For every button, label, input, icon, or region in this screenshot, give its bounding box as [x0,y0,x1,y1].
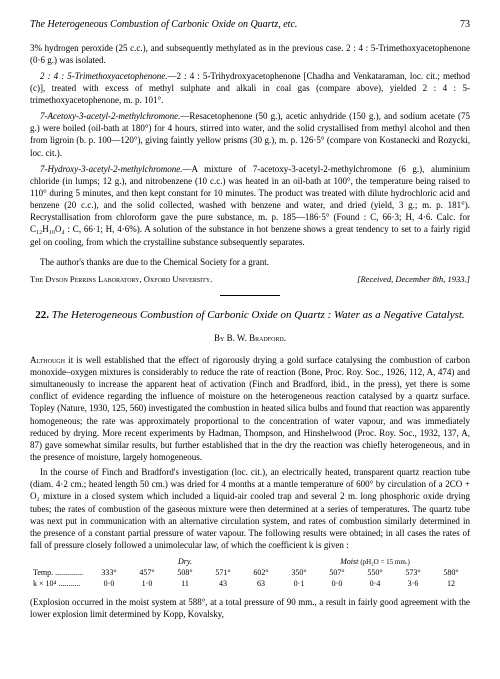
data-table: Dry. Moist (pH₂O = 15 mm.) Temp. .......… [30,557,470,589]
table-cell: 0·0 [318,579,356,590]
compound-para-2: 7-Acetoxy-3-acetyl-2-methylchromone.—Res… [30,110,470,159]
k-row: k × 10⁴ ........... 0·01·01143630·10·00·… [30,579,470,590]
table-cell: 507° [318,568,356,579]
compound-body-3: —A mixture of 7-acetoxy-3-acetyl-2-methy… [30,164,470,247]
compound-lead-2: 7-Acetoxy-3-acetyl-2-methylchromone. [40,111,180,121]
compound-lead-1: 2 : 4 : 5-Trimethoxyacetophenone. [40,71,168,81]
article-author: By B. W. Bradford. [30,332,470,344]
table-cell: 508° [166,568,204,579]
moist-header: Moist (pH₂O = 15 mm.) [280,557,470,568]
compound-para-3: 7-Hydroxy-3-acetyl-2-methylchromone.—A m… [30,163,470,248]
running-head: The Heterogeneous Combustion of Carbonic… [30,18,470,32]
article-title: 22. The Heterogeneous Combustion of Carb… [30,308,470,323]
firstword: Although [30,355,65,365]
page-number: 73 [460,18,470,32]
compound-lead-3: 7-Hydroxy-3-acetyl-2-methylchromone. [40,164,183,174]
table-cell: 3·6 [394,579,432,590]
running-title: The Heterogeneous Combustion of Carbonic… [30,18,297,32]
table-cell: 11 [166,579,204,590]
article-title-text: The Heterogeneous Combustion of Carbonic… [52,309,465,321]
p1-rest: it is well established that the effect o… [30,355,470,462]
compound-para-1: 2 : 4 : 5-Trimethoxyacetophenone.—2 : 4 … [30,70,470,106]
affiliation-lab: The Dyson Perrins Laboratory, Oxford Uni… [30,274,212,285]
affiliation-line: The Dyson Perrins Laboratory, Oxford Uni… [30,274,470,285]
body-para-1: Although it is well established that the… [30,354,470,463]
table-cell: 1·0 [128,579,166,590]
temp-label: Temp. .............. [30,568,90,579]
table-cell: 0·4 [356,579,394,590]
table-cell: 333° [90,568,128,579]
table-cell: 550° [356,568,394,579]
table-cell: 573° [394,568,432,579]
temp-row: Temp. .............. 333°457°508°571°602… [30,568,470,579]
table-cell: 43 [204,579,242,590]
table-cell: 0·1 [280,579,318,590]
body-para-3: (Explosion occurred in the moist system … [30,596,470,620]
fragment-para: 3% hydrogen peroxide (25 c.c.), and subs… [30,42,470,66]
k-label: k × 10⁴ ........... [30,579,90,590]
dry-header: Dry. [90,557,280,568]
table-cell: 602° [242,568,280,579]
body-para-2: In the course of Finch and Bradford's in… [30,466,470,551]
table-cell: 0·0 [90,579,128,590]
section-divider [220,295,280,296]
received-date: [Received, December 8th, 1933.] [357,274,470,285]
acknowledgement: The author's thanks are due to the Chemi… [30,256,470,268]
table-cell: 12 [432,579,470,590]
article-number: 22. [35,309,49,321]
table-cell: 457° [128,568,166,579]
table-cell: 580° [432,568,470,579]
table-cell: 63 [242,579,280,590]
table-cell: 350° [280,568,318,579]
table-cell: 571° [204,568,242,579]
